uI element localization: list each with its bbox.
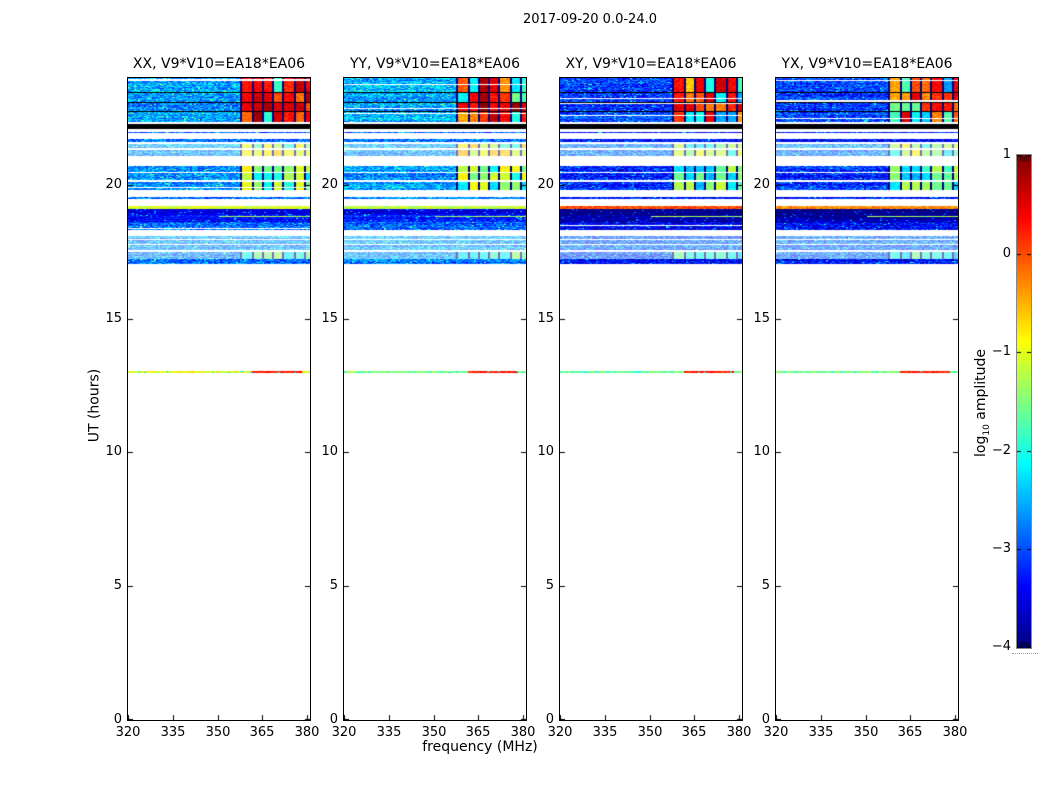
spectrogram-xx	[127, 77, 311, 721]
y-tick-label: 15	[537, 311, 554, 326]
y-tick-label: 20	[537, 177, 554, 192]
x-tick-label: 350	[205, 725, 231, 740]
y-tick-label: 20	[321, 177, 338, 192]
colorbar-label-log: log	[973, 435, 989, 457]
y-axis-label: UT (hours)	[86, 368, 103, 443]
y-tick-label: 10	[753, 444, 770, 459]
colorbar-tick-label: 1	[1002, 147, 1011, 162]
y-tick-label: 0	[113, 712, 122, 727]
colorbar-tick-label: −1	[991, 344, 1011, 359]
y-tick-label: 20	[753, 177, 770, 192]
x-tick-label: 365	[681, 725, 707, 740]
y-tick-label: 0	[545, 712, 554, 727]
x-tick-label: 380	[942, 725, 968, 740]
y-tick-label: 10	[321, 444, 338, 459]
x-tick-label: 380	[726, 725, 752, 740]
colorbar-tick-label: −3	[991, 541, 1011, 556]
y-tick-label: 15	[753, 311, 770, 326]
panel-title-xy: XY, V9*V10=EA18*EA06	[565, 56, 737, 72]
x-tick-label: 350	[637, 725, 663, 740]
x-tick-label: 320	[331, 725, 357, 740]
y-tick-label: 0	[761, 712, 770, 727]
x-tick-label: 365	[465, 725, 491, 740]
x-tick-label: 335	[592, 725, 618, 740]
x-tick-label: 320	[547, 725, 573, 740]
colorbar-tick-label: −4	[991, 639, 1011, 654]
y-tick-label: 15	[105, 311, 122, 326]
y-tick-label: 20	[105, 177, 122, 192]
x-tick-label: 350	[421, 725, 447, 740]
spectrogram-xy	[559, 77, 743, 721]
x-tick-label: 380	[510, 725, 536, 740]
panel-title-yy: YY, V9*V10=EA18*EA06	[349, 56, 521, 72]
y-tick-label: 0	[329, 712, 338, 727]
colorbar-tick-label: −2	[991, 443, 1011, 458]
colorbar	[1016, 154, 1032, 649]
colorbar-label-sub: 10	[981, 424, 992, 436]
y-tick-label: 5	[113, 578, 122, 593]
x-tick-label: 320	[763, 725, 789, 740]
spectrogram-yy	[343, 77, 527, 721]
panel-title-xx: XX, V9*V10=EA18*EA06	[132, 56, 306, 72]
x-tick-label: 365	[897, 725, 923, 740]
figure-title: 2017-09-20 0.0-24.0	[523, 12, 657, 27]
y-tick-label: 10	[105, 444, 122, 459]
x-tick-label: 335	[376, 725, 402, 740]
x-tick-label: 365	[249, 725, 275, 740]
colorbar-label-amplitude: amplitude	[973, 349, 989, 425]
x-tick-label: 380	[294, 725, 320, 740]
colorbar-label: log10 amplitude	[973, 328, 992, 478]
y-tick-label: 15	[321, 311, 338, 326]
y-tick-label: 5	[545, 578, 554, 593]
panel-title-yx: YX, V9*V10=EA18*EA06	[781, 56, 953, 72]
colorbar-extend-dots	[1012, 653, 1038, 654]
colorbar-tick-label: 0	[1002, 246, 1011, 261]
x-axis-label: frequency (MHz)	[422, 739, 538, 755]
x-tick-label: 320	[115, 725, 141, 740]
spectrogram-yx	[775, 77, 959, 721]
x-tick-label: 350	[853, 725, 879, 740]
x-tick-label: 335	[808, 725, 834, 740]
y-tick-label: 5	[761, 578, 770, 593]
y-tick-label: 5	[329, 578, 338, 593]
y-tick-label: 10	[537, 444, 554, 459]
x-tick-label: 335	[160, 725, 186, 740]
